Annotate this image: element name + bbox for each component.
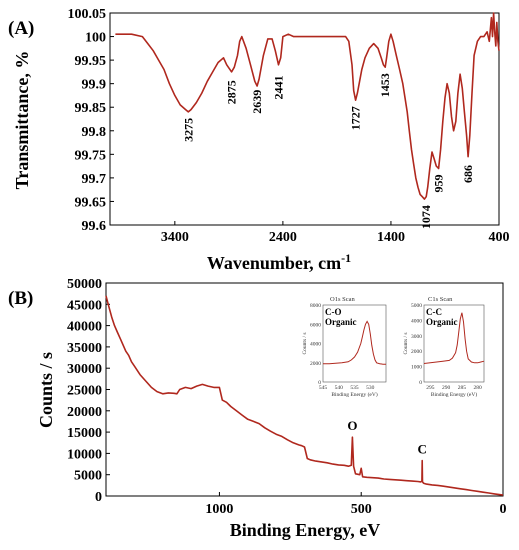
peak-label-2639: 2639 [250,90,264,114]
inset-label-organic: Organic [325,317,357,327]
peak-label-686: 686 [461,165,475,183]
panel-a-y-tick-label: 99.65 [75,195,107,210]
panel-b-y-tick-label: 45000 [67,298,102,313]
inset-x-tick-label: 540 [335,385,344,391]
panel-a-y-tick-label: 99.8 [82,125,107,140]
panel-a-y-tick-label: 99.7 [82,172,107,187]
inset-title: O1s Scan [330,296,355,303]
panel-b-x-ticks: 1000 500 0 [205,492,507,517]
inset-y-axis-label: Counts / s [302,332,308,354]
inset-x-tick-label: 545 [319,385,328,391]
inset-frame [322,304,387,383]
peak-label-1727: 1727 [349,106,363,130]
panel-a-x-axis-label-superscript: -1 [341,251,351,265]
panel-b-y-axis-label: Counts / s [36,352,56,428]
peak-label-959: 959 [432,175,446,193]
peak-label-2875: 2875 [225,80,239,104]
panel-b-y-tick-label: 40000 [67,320,102,335]
panel-label-b: (B) [8,288,33,309]
inset-x-tick-label: 290 [442,385,451,391]
panel-a-x-tick-label: 400 [489,230,510,245]
panel-a-x-tick-label: 2400 [269,230,297,245]
panel-b-y-tick-label: 30000 [67,362,102,377]
inset-y-tick-label: 1000 [411,365,422,371]
inset-label-organic: Organic [426,317,458,327]
inset-y-tick-label: 3000 [411,334,422,340]
panel-a-x-axis-label: Wavenumber, cm-1 [207,251,351,273]
peak-label-2441: 2441 [272,76,286,100]
peak-label-3275: 3275 [181,118,195,142]
panel-b-y-tick-label: 25000 [67,384,102,399]
panel-a-y-tick-label: 99.85 [75,101,107,116]
inset-y-tick-label: 4000 [310,342,321,348]
inset-frame [423,304,485,383]
panel-a-y-ticks: 99.6 99.65 99.7 99.75 99.8 99.85 99.9 99.95 100 1… [68,7,114,234]
panel-a-y-tick-label: 99.75 [75,148,107,163]
panel-a-y-axis-label: Transmittance, % [12,51,32,190]
inset-y-tick-label: 6000 [310,322,321,328]
inset-x-tick-label: 295 [426,385,435,391]
panel-a-y-tick-label: 99.95 [75,54,107,69]
panel-a-x-tick-label: 1400 [377,230,405,245]
inset-x-tick-label: 285 [458,385,467,391]
inset-y-axis-label: Counts / s [403,332,409,354]
inset-y-tick-label: 5000 [411,303,422,309]
inset-label-bond: C-O [325,307,342,317]
panel-label-a: (A) [8,18,34,39]
panel-b-x-axis-label: Binding Energy, eV [230,520,381,540]
panel-a-x-axis-label-main: Wavenumber, cm [207,253,341,273]
peak-label-1074: 1074 [419,205,433,229]
peak-label-O: O [347,418,357,433]
panel-b-y-tick-label: 50000 [67,277,102,292]
inset-c1s-scan: C1s Scan 0 1000 2000 3000 4000 5000 295 290 285 28… [403,296,485,398]
panel-a-x-ticks: 3400 2400 1400 400 [161,221,510,245]
inset-o1s-scan: O1s Scan 0 2000 4000 6000 8000 545 540 535 530Bin… [302,296,387,398]
inset-y-tick-label: 2000 [310,361,321,367]
panel-a-series-line [115,12,500,200]
panel-b-y-tick-label: 10000 [67,447,102,462]
panel-b-x-tick-label: 500 [351,502,372,517]
inset-y-tick-label: 2000 [411,349,422,355]
panel-b-x-tick-label: 0 [500,502,507,517]
panel-b-y-tick-label: 35000 [67,341,102,356]
panel-b-peak-labels: OC [347,418,427,457]
peak-label-C: C [418,442,427,457]
panel-b-y-tick-label: 0 [95,490,102,505]
panel-b-series-line [105,295,504,496]
peak-label-1453: 1453 [378,73,392,97]
panel-a-peak-labels: 3275 2875 2639 2441 1727 1453 1074 959 686 [181,73,475,229]
inset-y-tick-label: 8000 [310,303,321,309]
inset-y-tick-label: 4000 [411,318,422,324]
panel-b-y-tick-label: 5000 [74,469,102,484]
panel-b: (B) 050001000015000200002500030000350004… [8,277,507,540]
panel-b-y-tick-label: 20000 [67,405,102,420]
inset-x-tick-label: 280 [474,385,483,391]
panel-a-plot-frame [109,12,500,226]
panel-a-y-tick-label: 99.9 [82,78,107,93]
panel-a-y-tick-label: 100.05 [68,7,107,22]
inset-x-tick-label: 535 [350,385,359,391]
panel-a-x-tick-label: 3400 [161,230,189,245]
panel-b-y-tick-label: 15000 [67,426,102,441]
inset-series-line [423,312,485,364]
panel-b-y-ticks: 0 5000 10000 15000 20000 25000 30000 35000 40000… [67,277,110,505]
inset-x-tick-label: 530 [366,385,375,391]
panel-a-y-tick-label: 100 [85,31,106,46]
inset-y-tick-label: 0 [419,380,422,386]
inset-series-line [323,320,386,365]
inset-x-axis-label: Binding Energy (eV) [431,391,478,398]
panel-b-x-tick-label: 1000 [205,502,233,517]
inset-title: C1s Scan [428,296,453,303]
panel-a: (A) 99.6 99.65 99.7 99.75 99.8 99.85 99.9 99.95… [8,7,510,273]
inset-label-bond: C-C [426,307,442,317]
inset-y-tick-label: 0 [318,380,321,386]
panel-a-y-tick-label: 99.6 [82,219,107,234]
inset-x-axis-label: Binding Energy (eV) [331,391,378,398]
